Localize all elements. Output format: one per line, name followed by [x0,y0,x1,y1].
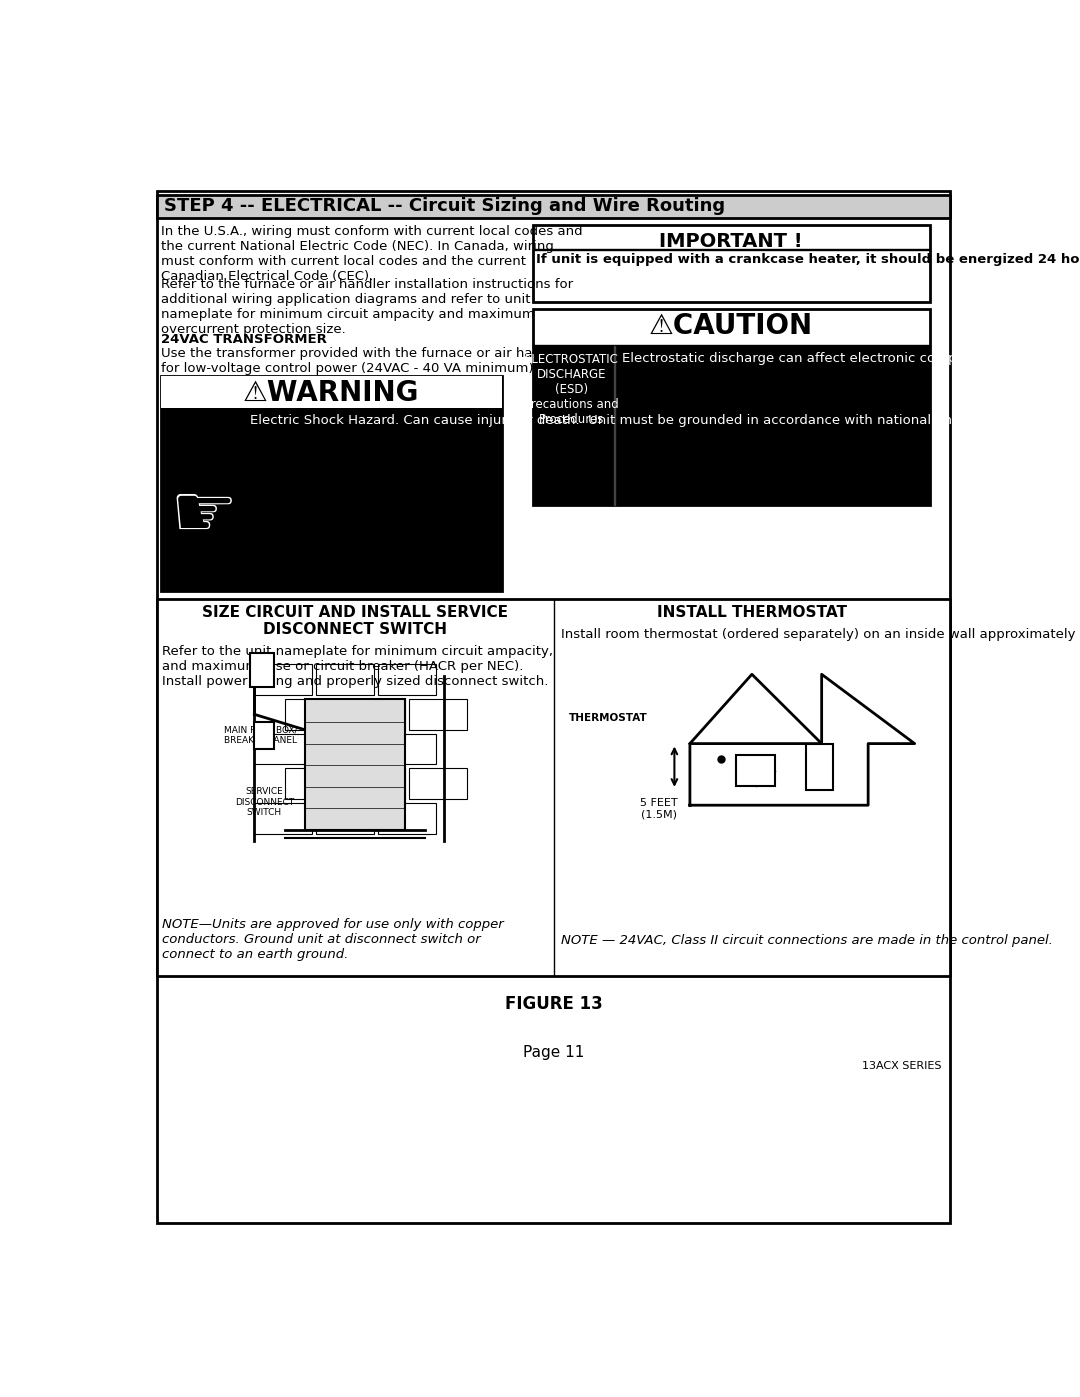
Text: ⚠WARNING: ⚠WARNING [243,379,419,407]
Text: 24VAC TRANSFORMER: 24VAC TRANSFORMER [161,334,326,346]
Bar [161,376,501,591]
Text: SIZE CIRCUIT AND INSTALL SERVICE
DISCONNECT SWITCH: SIZE CIRCUIT AND INSTALL SERVICE DISCONN… [202,605,508,637]
Bar [157,194,950,218]
Bar [316,803,375,834]
Text: SERVICE
DISCONNECT
SWITCH: SERVICE DISCONNECT SWITCH [234,788,294,817]
Text: THERMOSTAT: THERMOSTAT [569,712,648,722]
Text: NOTE — 24VAC, Class II circuit connections are made in the control panel.: NOTE — 24VAC, Class II circuit connectio… [562,933,1053,947]
Text: In the U.S.A., wiring must conform with current local codes and
the current Nati: In the U.S.A., wiring must conform with … [161,225,582,284]
Text: INSTALL THERMOSTAT: INSTALL THERMOSTAT [657,605,847,620]
Bar [409,698,468,729]
Bar [806,743,834,789]
Bar [285,768,343,799]
Text: ELECTROSTATIC
DISCHARGE
(ESD)
Precautions and
Procedures: ELECTROSTATIC DISCHARGE (ESD) Precaution… [524,353,619,426]
Bar [255,722,273,749]
Text: IMPORTANT !: IMPORTANT ! [659,232,802,250]
Text: NOTE—Units are approved for use only with copper
conductors. Ground unit at disc: NOTE—Units are approved for use only wit… [162,918,504,961]
Text: STEP 4 -- ELECTRICAL -- Circuit Sizing and Wire Routing: STEP 4 -- ELECTRICAL -- Circuit Sizing a… [164,197,726,215]
Bar [348,768,405,799]
Bar [316,733,375,764]
Bar [251,652,273,687]
Bar [157,599,950,977]
Bar [255,733,312,764]
Bar [378,803,436,834]
Bar [305,698,405,830]
Bar [161,408,501,591]
Text: Install room thermostat (ordered separately) on an inside wall approximately in : Install room thermostat (ordered separat… [562,629,1080,641]
Bar [255,803,312,834]
Bar [532,225,930,302]
Text: 13ACX SERIES: 13ACX SERIES [862,1060,941,1071]
Bar [285,698,343,729]
Bar [532,345,930,504]
Text: Refer to the furnace or air handler installation instructions for
additional wir: Refer to the furnace or air handler inst… [161,278,572,335]
Bar [378,665,436,696]
Bar [409,768,468,799]
Bar [255,665,312,696]
Text: Refer to the unit nameplate for minimum circuit ampacity,
and maximum fuse or ci: Refer to the unit nameplate for minimum … [162,645,553,689]
Bar [737,756,775,787]
Text: FIGURE 13: FIGURE 13 [504,996,603,1013]
Bar [378,733,436,764]
Bar [161,376,501,408]
Text: Use the transformer provided with the furnace or air handler
for low-voltage con: Use the transformer provided with the fu… [161,346,567,374]
Text: Page 11: Page 11 [523,1045,584,1060]
Bar [348,698,405,729]
Text: ☞: ☞ [168,479,238,553]
Text: MAIN FUSE BOX/
BREAKER PANEL: MAIN FUSE BOX/ BREAKER PANEL [224,726,297,745]
Text: ⚠CAUTION: ⚠CAUTION [649,312,813,339]
Text: 5 FEET
(1.5M): 5 FEET (1.5M) [640,798,678,819]
Text: Electric Shock Hazard. Can cause injury or death.  Unit must be grounded in acco: Electric Shock Hazard. Can cause injury … [249,414,1080,427]
Text: Electrostatic discharge can affect electronic components. Take care during unit : Electrostatic discharge can affect elect… [622,352,1080,365]
Text: If unit is equipped with a crankcase heater, it should be energized 24 hours bef: If unit is equipped with a crankcase hea… [537,253,1080,265]
Bar [532,309,930,504]
Bar [316,665,375,696]
